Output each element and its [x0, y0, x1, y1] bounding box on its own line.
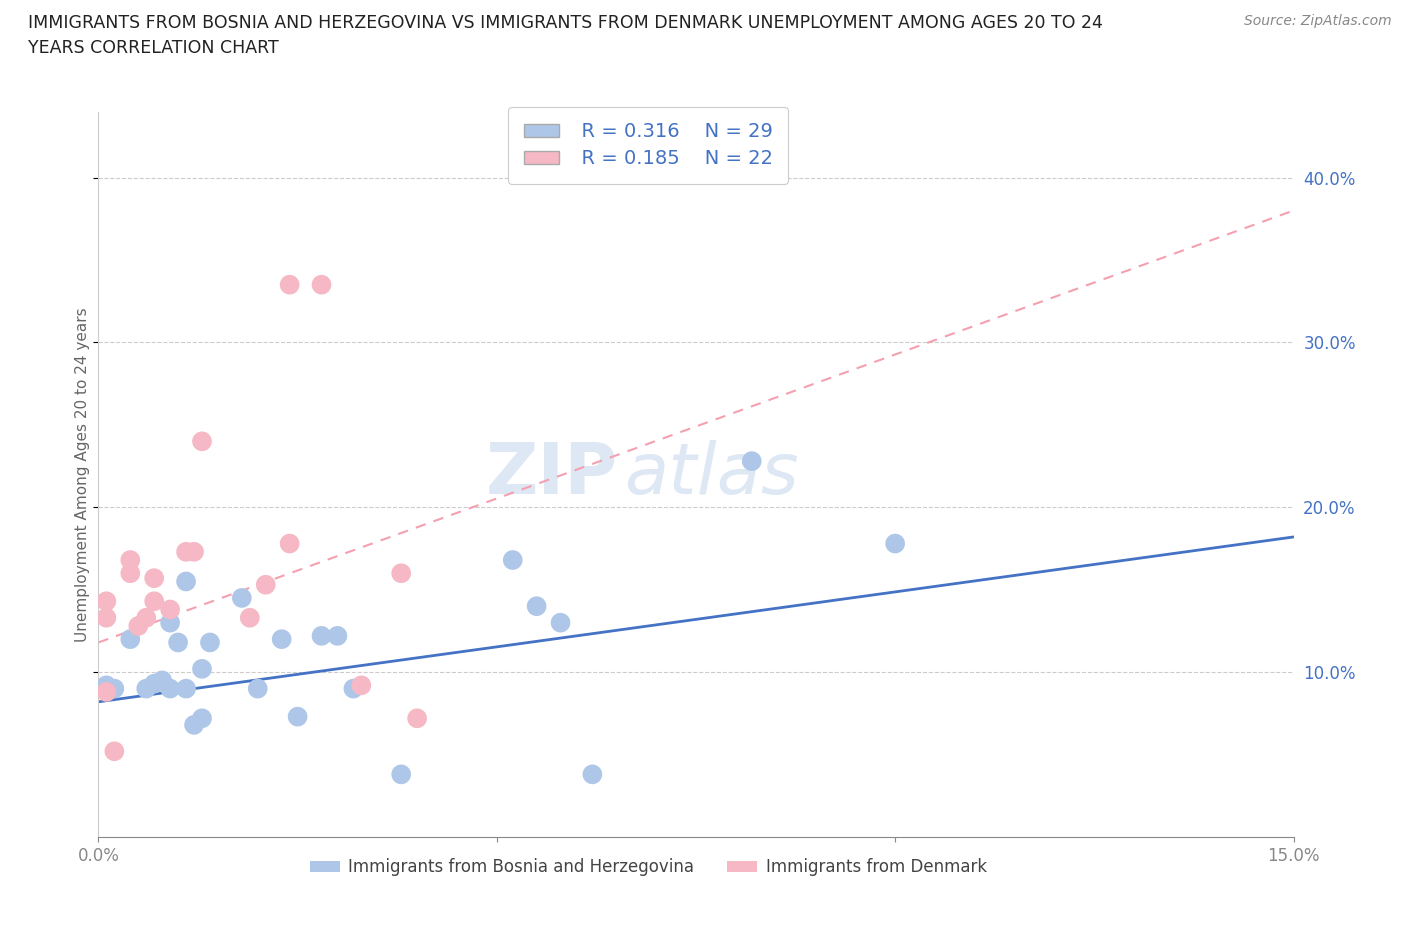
Point	[135, 681, 157, 696]
Point	[191, 434, 214, 449]
Point	[311, 629, 333, 644]
Point	[174, 574, 197, 589]
Point	[198, 635, 221, 650]
Point	[183, 544, 205, 559]
Point	[174, 681, 197, 696]
Point	[120, 565, 142, 580]
Point	[389, 565, 412, 580]
Point	[526, 599, 548, 614]
Point	[406, 711, 429, 725]
Point	[103, 744, 125, 759]
Point	[246, 681, 269, 696]
Point	[103, 681, 125, 696]
Point	[350, 678, 373, 693]
Legend: Immigrants from Bosnia and Herzegovina, Immigrants from Denmark: Immigrants from Bosnia and Herzegovina, …	[302, 852, 994, 883]
Point	[278, 277, 301, 292]
Point	[311, 277, 333, 292]
Point	[167, 635, 190, 650]
Point	[254, 578, 277, 592]
Point	[231, 591, 253, 605]
Point	[174, 544, 197, 559]
Point	[581, 767, 603, 782]
Point	[159, 616, 181, 631]
Point	[96, 678, 118, 693]
Point	[270, 631, 292, 646]
Point	[143, 571, 166, 586]
Point	[326, 629, 349, 644]
Point	[135, 610, 157, 625]
Point	[150, 673, 173, 688]
Point	[143, 676, 166, 691]
Point	[287, 710, 309, 724]
Point	[191, 711, 214, 725]
Y-axis label: Unemployment Among Ages 20 to 24 years: Unemployment Among Ages 20 to 24 years	[75, 307, 90, 642]
Point	[96, 684, 118, 699]
Text: atlas: atlas	[624, 440, 799, 509]
Text: Source: ZipAtlas.com: Source: ZipAtlas.com	[1244, 14, 1392, 28]
Point	[96, 594, 118, 609]
Point	[239, 610, 262, 625]
Point	[143, 594, 166, 609]
Point	[96, 610, 118, 625]
Point	[159, 681, 181, 696]
Point	[127, 618, 149, 633]
Point	[342, 681, 364, 696]
Point	[191, 661, 214, 676]
Point	[120, 631, 142, 646]
Text: YEARS CORRELATION CHART: YEARS CORRELATION CHART	[28, 39, 278, 57]
Point	[159, 602, 181, 617]
Text: IMMIGRANTS FROM BOSNIA AND HERZEGOVINA VS IMMIGRANTS FROM DENMARK UNEMPLOYMENT A: IMMIGRANTS FROM BOSNIA AND HERZEGOVINA V…	[28, 14, 1102, 32]
Point	[502, 552, 524, 567]
Point	[884, 536, 907, 551]
Text: ZIP: ZIP	[486, 440, 619, 509]
Point	[278, 536, 301, 551]
Point	[183, 717, 205, 732]
Point	[550, 616, 572, 631]
Point	[741, 454, 763, 469]
Point	[389, 767, 412, 782]
Point	[120, 552, 142, 567]
